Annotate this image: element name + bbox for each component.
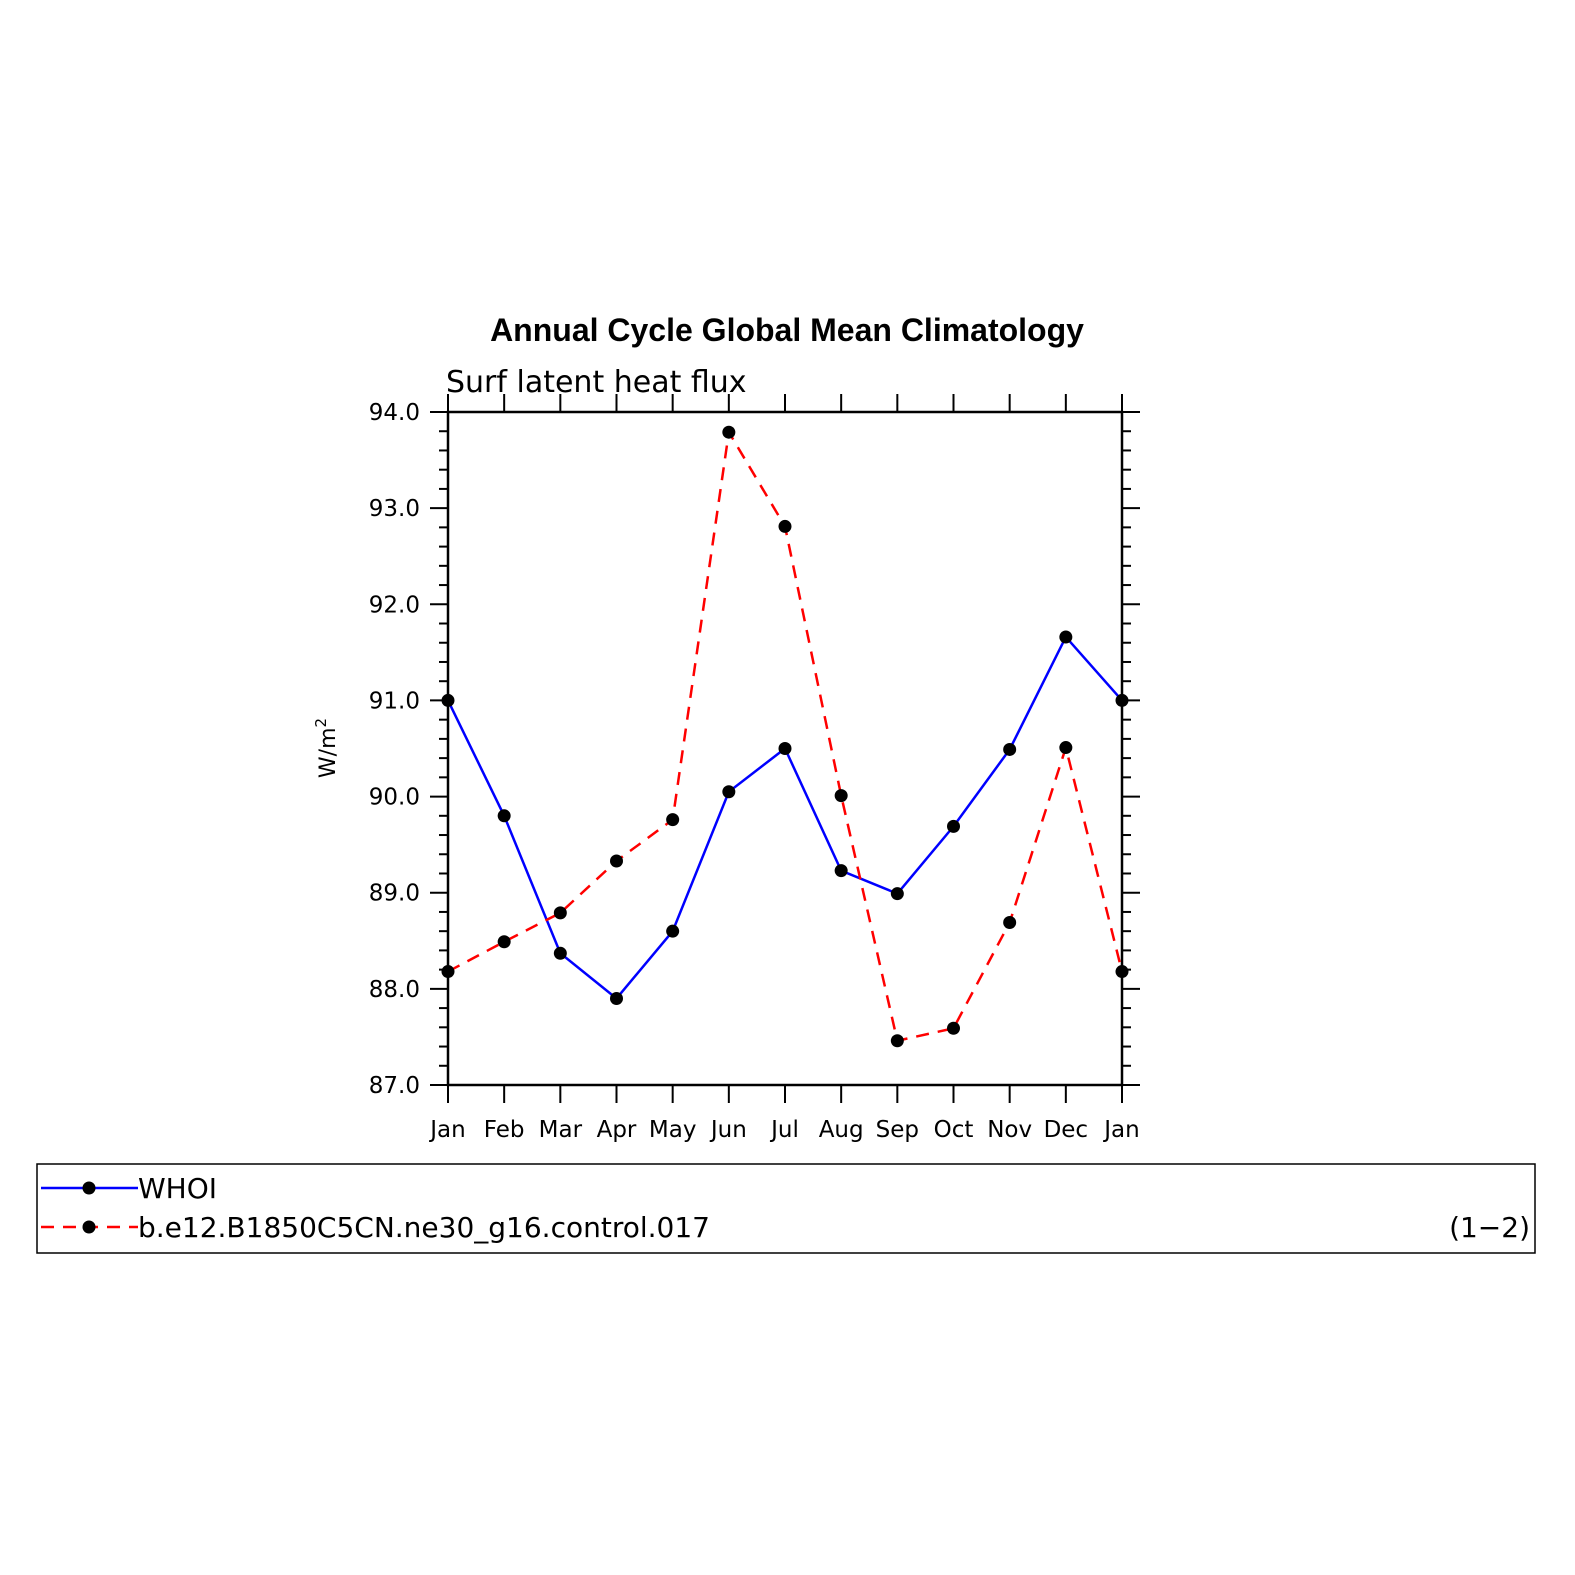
x-tick-label: Jul — [769, 1117, 799, 1143]
series-2-point — [834, 789, 848, 803]
series-2-point — [890, 1034, 904, 1048]
legend-label: b.e12.B1850C5CN.ne30_g16.control.017 — [138, 1211, 710, 1244]
y-axis-label: W/m2 — [312, 718, 341, 778]
y-tick-label: 92.0 — [369, 592, 420, 618]
panel-label: (1−2) — [1449, 1211, 1530, 1244]
series-2-point — [553, 906, 567, 920]
series-2-point — [1003, 916, 1017, 930]
x-tick-label: Jan — [428, 1117, 465, 1143]
y-tick-label: 93.0 — [369, 496, 420, 522]
y-tick-label: 90.0 — [369, 785, 420, 811]
chart-title: Annual Cycle Global Mean Climatology — [490, 312, 1084, 348]
series-1-point — [1059, 630, 1073, 644]
y-axis: 87.0 88.0 89.0 90.0 91.0 92.0 93.0 94.0 — [369, 400, 1140, 1099]
series-1-point — [441, 693, 455, 707]
x-tick-label: Aug — [819, 1117, 864, 1143]
series-layer — [441, 425, 1129, 1048]
series-2-point — [722, 425, 736, 439]
legend-entries: WHOI b.e12.B1850C5CN.ne30_g16.control.017 — [41, 1172, 710, 1244]
x-axis: Jan Feb Mar Apr May Jun Jul Aug Sep Oct Nov Dec Jan — [428, 394, 1140, 1143]
series-2-point — [947, 1021, 960, 1035]
series-1-point — [497, 809, 511, 823]
series-1-point — [1115, 693, 1129, 707]
y-tick-label: 91.0 — [369, 688, 420, 714]
legend-box — [36, 1163, 1536, 1254]
x-tick-label: Apr — [597, 1117, 637, 1143]
series-1-point — [722, 785, 736, 799]
y-tick-label: 87.0 — [369, 1073, 420, 1099]
x-tick-label: Feb — [484, 1117, 525, 1143]
x-tick-label: Mar — [539, 1117, 583, 1143]
series-2-point — [1059, 741, 1073, 755]
series-1-point — [553, 946, 567, 960]
chart-subtitle: Surf latent heat flux — [446, 365, 747, 400]
series-1-point — [778, 742, 792, 755]
x-tick-label: May — [649, 1117, 697, 1143]
x-tick-label: Jun — [709, 1117, 747, 1143]
y-axis-label-base: W/m — [316, 727, 341, 778]
series-1-point — [947, 819, 960, 833]
x-tick-label: Jan — [1102, 1117, 1139, 1143]
series-1-point — [834, 864, 848, 878]
x-tick-label: Nov — [987, 1117, 1032, 1143]
series-2-point — [610, 854, 623, 868]
series-line-1 — [446, 634, 1123, 1001]
series-2-point — [497, 935, 511, 949]
series-1-point — [890, 887, 904, 901]
series-2-point — [1115, 965, 1129, 979]
y-tick-label: 88.0 — [369, 977, 420, 1003]
series-2-point — [778, 519, 792, 533]
series-1-point — [1003, 742, 1017, 756]
x-tick-label: Dec — [1044, 1117, 1089, 1143]
x-tick-label: Oct — [934, 1117, 974, 1143]
legend-marker-1 — [82, 1181, 96, 1195]
series-1-point — [610, 991, 623, 1005]
legend-marker-2 — [82, 1220, 96, 1234]
series-2-point — [666, 813, 680, 827]
y-axis-label-superscript: 2 — [312, 718, 330, 728]
series-2-point — [441, 965, 455, 979]
legend-label: WHOI — [138, 1172, 217, 1205]
legend: WHOI b.e12.B1850C5CN.ne30_g16.control.017… — [36, 1163, 1536, 1254]
y-tick-label: 89.0 — [369, 881, 420, 907]
series-1-point — [666, 924, 680, 938]
y-tick-label: 94.0 — [369, 400, 420, 426]
x-tick-label: Sep — [876, 1117, 919, 1143]
